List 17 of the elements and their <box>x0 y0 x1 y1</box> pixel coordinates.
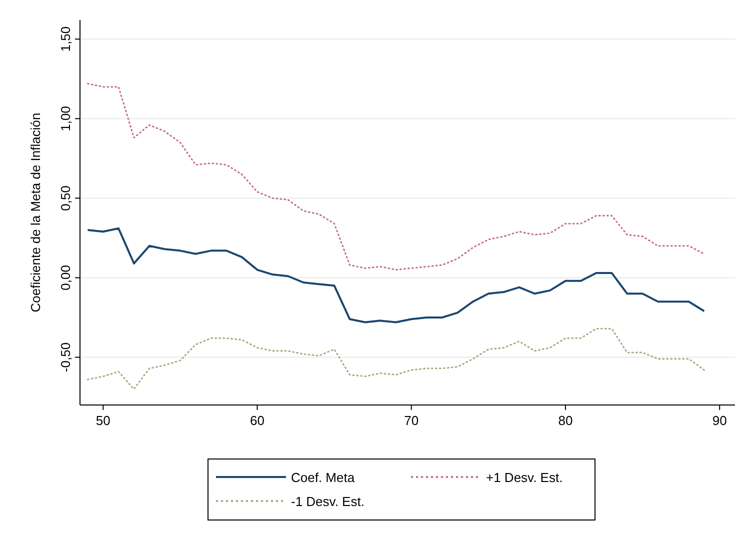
y-tick-label: -0,50 <box>58 342 73 372</box>
x-tick-label: 50 <box>96 413 110 428</box>
y-tick-label: 0,00 <box>58 265 73 290</box>
legend-label: -1 Desv. Est. <box>291 494 364 509</box>
y-axis-title: Coeficiente de la Meta de Inflación <box>28 112 43 312</box>
y-tick-label: 1,50 <box>58 26 73 52</box>
line-series <box>86 328 705 390</box>
x-tick-label: 60 <box>250 413 264 428</box>
x-tick-label: 70 <box>404 413 419 428</box>
x-tick-label: 80 <box>558 413 573 428</box>
y-tick-label: 0,50 <box>58 186 73 211</box>
line-series <box>86 82 705 271</box>
y-tick-label: 1,00 <box>58 106 73 132</box>
legend-label: Coef. Meta <box>291 470 356 485</box>
legend-label: +1 Desv. Est. <box>486 470 563 485</box>
x-tick-label: 90 <box>712 413 727 428</box>
line-series <box>86 227 706 324</box>
